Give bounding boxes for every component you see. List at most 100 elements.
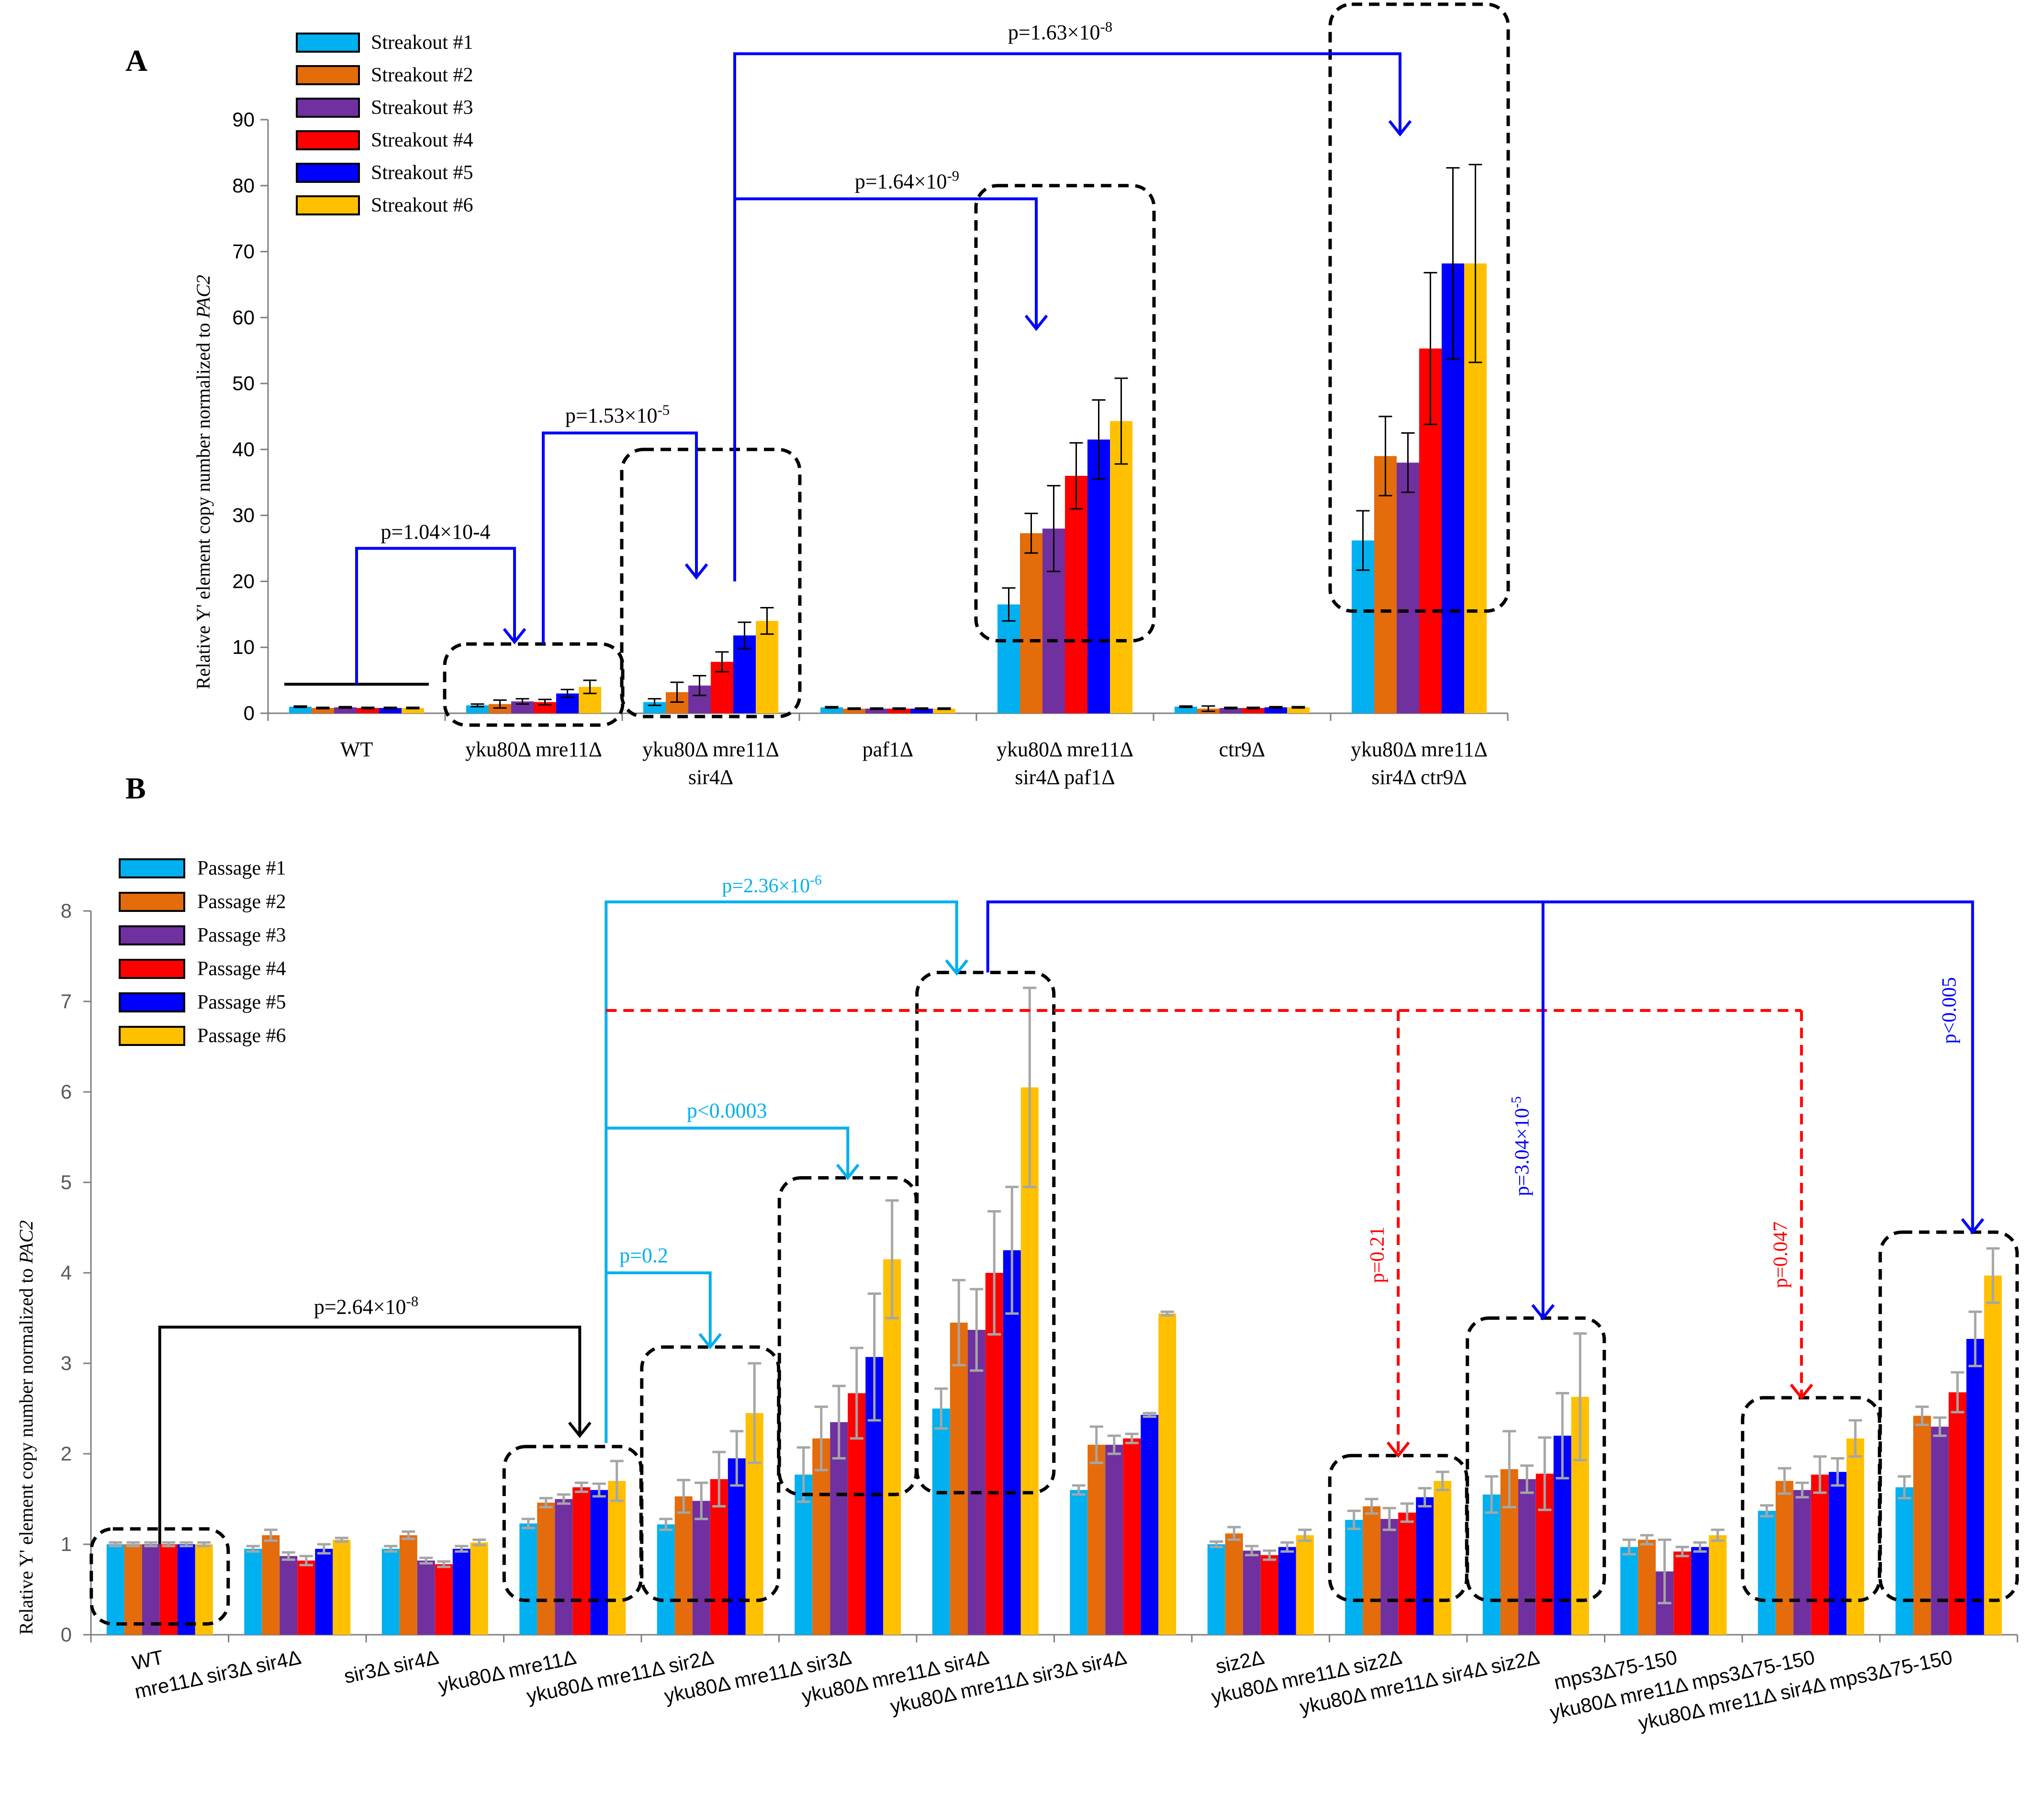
panel-b-ylabel: Relative Y' element copy number normaliz… xyxy=(15,1220,37,1635)
panel-b-arrow xyxy=(1531,1304,1555,1321)
panel-b-highlight-box xyxy=(502,1445,643,1602)
panel-b-bar xyxy=(1931,1427,1949,1635)
panel-a-pvalue-2-exponent: -9 xyxy=(947,168,959,184)
panel-b-y-tick-label: 2 xyxy=(61,1442,72,1465)
panel-b-bar xyxy=(1709,1535,1727,1635)
panel-b-category-label: sir3Δ sir4Δ xyxy=(342,1646,440,1688)
panel-a-pvalue-1: p=1.53×10-5 xyxy=(565,402,670,427)
panel-a-legend-label: Streakout #6 xyxy=(371,194,473,216)
panel-a-bar xyxy=(1374,456,1397,713)
panel-b-bar xyxy=(932,1408,950,1635)
panel-b-legend-label: Passage #4 xyxy=(197,958,286,980)
panel-a-legend-swatch xyxy=(296,98,360,118)
panel-b-bar xyxy=(572,1487,591,1635)
panel-a-y-tick-label: 50 xyxy=(232,372,255,394)
panel-b-arrow xyxy=(568,1421,592,1438)
panel-b-y-tick-label: 4 xyxy=(61,1261,72,1284)
panel-b-bar xyxy=(674,1496,693,1635)
panel-b-bar xyxy=(1380,1519,1399,1635)
panel-b-bar xyxy=(1345,1519,1363,1635)
panel-b-bar xyxy=(590,1490,608,1635)
panel-a-legend-label: Streakout #4 xyxy=(371,129,473,151)
panel-b-y-tick-label: 0 xyxy=(61,1623,72,1646)
panel-b-bar xyxy=(608,1481,626,1635)
panel-b-bar xyxy=(728,1458,746,1635)
panel-b-pvalue-3-exponent: -6 xyxy=(810,873,821,888)
panel-b-bar xyxy=(1296,1535,1314,1635)
panel-b-bar xyxy=(657,1524,675,1635)
panel-a-bar xyxy=(1397,462,1419,713)
panel-b-bar xyxy=(1828,1472,1847,1635)
panel-b-bar xyxy=(1793,1490,1811,1635)
panel-a-category-label: yku80Δ mre11Δ xyxy=(997,738,1133,761)
panel-a-category-label: yku80Δ mre11Δ xyxy=(465,738,602,761)
panel-b-y-tick-label: 7 xyxy=(61,990,72,1012)
panel-a-pvalue-0-text: p=1.04×10-4 xyxy=(381,520,490,544)
panel-b-bar xyxy=(280,1556,298,1635)
panel-a-bar xyxy=(888,708,910,713)
panel-b-bar xyxy=(1141,1415,1159,1635)
panel-a-bar xyxy=(756,621,778,713)
panel-a-pvalue-1-base: p=1.53×10 xyxy=(565,404,658,427)
panel-b-pvalue-3-base: p=2.36×10 xyxy=(722,875,810,897)
panel-a-y-tick-label: 70 xyxy=(232,240,255,263)
panel-b-bar xyxy=(1673,1551,1692,1635)
panel-a-bar xyxy=(1242,708,1265,713)
panel-b-label: B xyxy=(125,771,146,805)
panel-a-pvalue-3-exponent: -8 xyxy=(1100,19,1112,35)
panel-b-pvalue-4-text: p=0.21 xyxy=(1367,1226,1389,1283)
panel-a-bracket xyxy=(735,197,1038,327)
panel-b-bar xyxy=(1225,1533,1243,1635)
panel-a-bar xyxy=(910,708,933,713)
panel-a-y-tick-label: 30 xyxy=(232,504,255,527)
panel-b-bar xyxy=(452,1549,471,1635)
panel-a-legend-swatch xyxy=(296,33,360,53)
panel-b-pvalue-6: p=3.04×10-5 xyxy=(1509,1096,1534,1196)
panel-a-arrow xyxy=(684,563,708,580)
panel-a-label: A xyxy=(125,44,147,78)
panel-a-bracket xyxy=(542,431,698,644)
panel-a-bar xyxy=(1220,708,1242,713)
panel-a-arrow xyxy=(1388,120,1412,137)
panel-a-category-label: paf1Δ xyxy=(863,738,913,761)
panel-b-highlight-box xyxy=(915,971,1056,1494)
panel-b-bar xyxy=(1913,1416,1931,1635)
panel-b-bar xyxy=(1398,1512,1416,1635)
panel-a-bar xyxy=(1287,707,1310,713)
panel-b-category-label: siz2Δ xyxy=(1213,1646,1266,1678)
panel-b-legend-label: Passage #3 xyxy=(197,924,286,946)
panel-a-bar xyxy=(843,708,865,713)
panel-b-arrow xyxy=(1790,1383,1814,1400)
panel-b-bar xyxy=(417,1561,435,1635)
panel-b-arrow xyxy=(945,959,969,976)
panel-b-legend-label: Passage #5 xyxy=(197,991,286,1013)
panel-a-pvalue-1-exponent: -5 xyxy=(657,402,670,418)
panel-b-bracket xyxy=(158,1326,582,1544)
panel-b-arrow xyxy=(836,1164,860,1180)
panel-b-legend-swatch xyxy=(119,992,185,1012)
panel-b-bar xyxy=(106,1544,124,1635)
panel-a-category-label: WT xyxy=(340,738,373,761)
panel-b-legend-label: Passage #2 xyxy=(197,891,286,913)
panel-b-y-tick-label: 8 xyxy=(61,899,72,922)
panel-b-pvalue-3: p=2.36×10-6 xyxy=(722,873,821,897)
panel-b-bar xyxy=(692,1501,710,1635)
panel-b-bracket xyxy=(606,1271,712,1346)
panel-b-bar xyxy=(1966,1338,1984,1635)
panel-a-bar xyxy=(997,604,1020,713)
panel-b-bar xyxy=(1416,1497,1434,1635)
panel-a-legend-label: Streakout #2 xyxy=(371,64,473,86)
panel-b-bar xyxy=(381,1549,400,1635)
panel-b-bar xyxy=(1207,1544,1225,1635)
panel-a-highlight-box xyxy=(1328,2,1510,613)
panel-a-highlight-box xyxy=(974,184,1156,642)
panel-a-bar xyxy=(1065,476,1087,713)
panel-b-bar xyxy=(399,1535,417,1635)
panel-a-y-tick-label: 20 xyxy=(232,570,255,592)
panel-b-legend-swatch xyxy=(119,858,185,878)
panel-b-bar xyxy=(950,1322,968,1635)
panel-a-pvalue-3: p=1.63×10-8 xyxy=(1008,19,1112,44)
panel-a-legend-swatch xyxy=(296,163,360,183)
panel-b-bar xyxy=(470,1542,488,1635)
panel-b-bracket xyxy=(986,900,1974,1231)
